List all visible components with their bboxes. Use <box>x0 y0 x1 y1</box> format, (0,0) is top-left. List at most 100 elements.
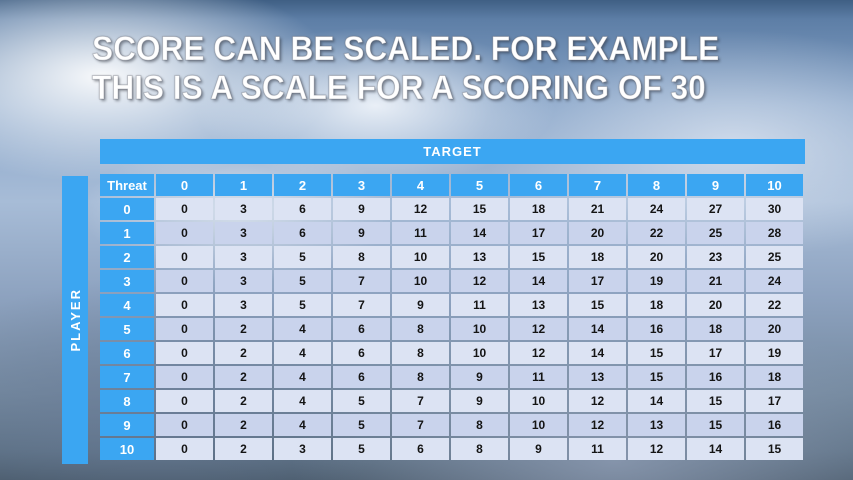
score-cell: 7 <box>392 414 449 436</box>
score-cell: 5 <box>274 270 331 292</box>
score-cell: 14 <box>510 270 567 292</box>
score-cell: 6 <box>333 366 390 388</box>
score-cell: 5 <box>274 294 331 316</box>
score-cell: 28 <box>746 222 803 244</box>
score-cell: 19 <box>628 270 685 292</box>
score-cell: 9 <box>392 294 449 316</box>
threat-row-header: 2 <box>100 246 154 268</box>
target-header-bar: TARGET <box>100 139 805 164</box>
score-cell: 10 <box>451 318 508 340</box>
score-cell: 3 <box>215 294 272 316</box>
score-cell: 15 <box>746 438 803 460</box>
score-cell: 10 <box>510 390 567 412</box>
score-cell: 12 <box>392 198 449 220</box>
table-row: 3 0 3 5 7 10 12 14 17 19 21 24 <box>100 270 803 292</box>
table-row: 5 0 2 4 6 8 10 12 14 16 18 20 <box>100 318 803 340</box>
target-col-header: 5 <box>451 174 508 196</box>
score-cell: 0 <box>156 294 213 316</box>
score-cell: 13 <box>628 414 685 436</box>
score-cell: 0 <box>156 438 213 460</box>
score-cell: 18 <box>687 318 744 340</box>
score-cell: 22 <box>746 294 803 316</box>
score-cell: 4 <box>274 342 331 364</box>
score-cell: 3 <box>215 246 272 268</box>
score-cell: 15 <box>687 414 744 436</box>
score-cell: 8 <box>333 246 390 268</box>
threat-row-header: 0 <box>100 198 154 220</box>
slide-title-line1: SCORE CAN BE SCALED. FOR EXAMPLE <box>92 30 720 69</box>
score-cell: 13 <box>510 294 567 316</box>
table-row: 7 0 2 4 6 8 9 11 13 15 16 18 <box>100 366 803 388</box>
score-cell: 8 <box>392 366 449 388</box>
score-cell: 25 <box>687 222 744 244</box>
score-cell: 7 <box>333 270 390 292</box>
score-cell: 8 <box>392 318 449 340</box>
score-cell: 0 <box>156 318 213 340</box>
score-cell: 18 <box>746 366 803 388</box>
score-cell: 8 <box>451 414 508 436</box>
score-cell: 6 <box>333 342 390 364</box>
score-cell: 7 <box>392 390 449 412</box>
score-cell: 0 <box>156 270 213 292</box>
table-row: 8 0 2 4 5 7 9 10 12 14 15 17 <box>100 390 803 412</box>
score-cell: 5 <box>333 390 390 412</box>
table-row: 10 0 2 3 5 6 8 9 11 12 14 15 <box>100 438 803 460</box>
target-col-header: 2 <box>274 174 331 196</box>
score-cell: 12 <box>510 342 567 364</box>
score-cell: 21 <box>687 270 744 292</box>
table-header-row: Threat 0 1 2 3 4 5 6 7 8 9 10 <box>100 174 803 196</box>
score-cell: 24 <box>746 270 803 292</box>
score-cell: 16 <box>746 414 803 436</box>
score-cell: 14 <box>569 318 626 340</box>
score-cell: 10 <box>451 342 508 364</box>
score-cell: 2 <box>215 390 272 412</box>
score-cell: 20 <box>628 246 685 268</box>
score-cell: 12 <box>569 414 626 436</box>
threat-row-header: 10 <box>100 438 154 460</box>
score-cell: 4 <box>274 414 331 436</box>
score-cell: 18 <box>569 246 626 268</box>
score-cell: 12 <box>569 390 626 412</box>
score-cell: 9 <box>451 366 508 388</box>
score-cell: 13 <box>569 366 626 388</box>
score-cell: 3 <box>215 222 272 244</box>
score-cell: 3 <box>215 270 272 292</box>
score-cell: 5 <box>333 414 390 436</box>
table-row: 1 0 3 6 9 11 14 17 20 22 25 28 <box>100 222 803 244</box>
target-col-header: 3 <box>333 174 390 196</box>
target-col-header: 8 <box>628 174 685 196</box>
score-cell: 6 <box>333 318 390 340</box>
score-cell: 0 <box>156 414 213 436</box>
threat-row-header: 3 <box>100 270 154 292</box>
threat-row-header: 5 <box>100 318 154 340</box>
score-cell: 6 <box>274 222 331 244</box>
score-cell: 9 <box>333 222 390 244</box>
score-cell: 3 <box>215 198 272 220</box>
table-row: 4 0 3 5 7 9 11 13 15 18 20 22 <box>100 294 803 316</box>
score-cell: 16 <box>687 366 744 388</box>
target-col-header: 1 <box>215 174 272 196</box>
score-cell: 12 <box>510 318 567 340</box>
target-col-header: 0 <box>156 174 213 196</box>
slide-title-line2: THIS IS A SCALE FOR A SCORING OF 30 <box>92 68 707 107</box>
score-cell: 16 <box>628 318 685 340</box>
target-col-header: 6 <box>510 174 567 196</box>
score-cell: 0 <box>156 366 213 388</box>
score-cell: 5 <box>333 438 390 460</box>
score-cell: 14 <box>569 342 626 364</box>
score-cell: 12 <box>628 438 685 460</box>
score-cell: 20 <box>746 318 803 340</box>
score-cell: 24 <box>628 198 685 220</box>
score-cell: 18 <box>510 198 567 220</box>
score-cell: 18 <box>628 294 685 316</box>
score-cell: 14 <box>687 438 744 460</box>
score-cell: 15 <box>510 246 567 268</box>
score-cell: 9 <box>451 390 508 412</box>
score-cell: 5 <box>274 246 331 268</box>
score-cell: 4 <box>274 390 331 412</box>
score-cell: 11 <box>510 366 567 388</box>
threat-row-header: 8 <box>100 390 154 412</box>
score-cell: 0 <box>156 390 213 412</box>
score-cell: 21 <box>569 198 626 220</box>
player-header-label: PLAYER <box>67 288 83 352</box>
